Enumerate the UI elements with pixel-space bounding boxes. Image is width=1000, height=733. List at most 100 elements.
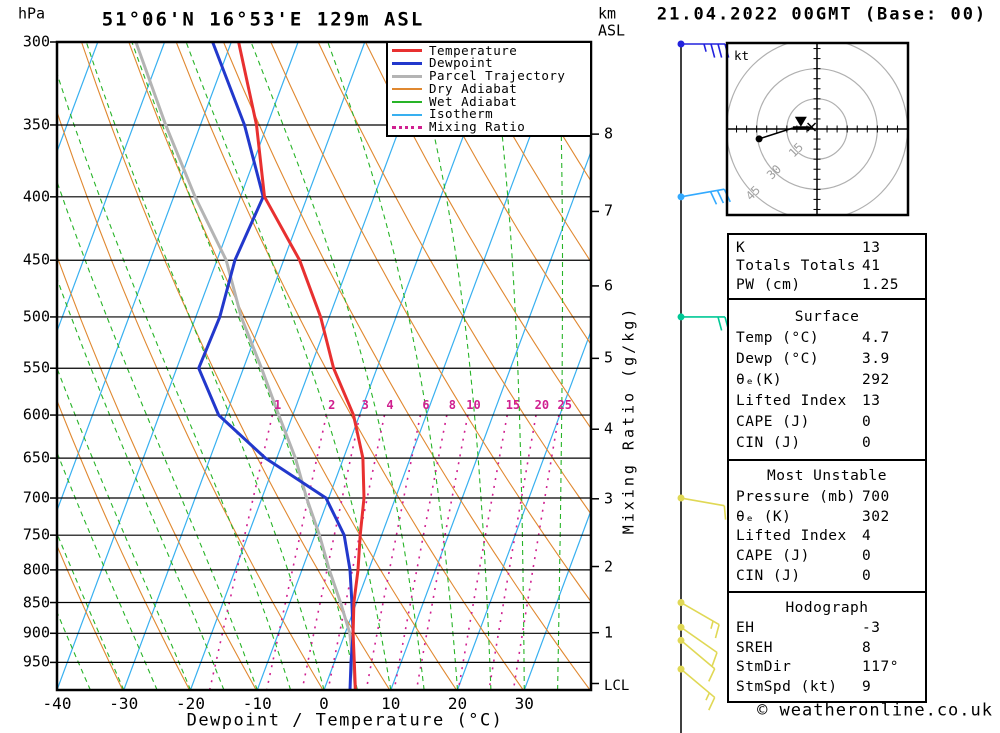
temp-tick-label: 0: [319, 694, 329, 713]
pressure-tick-label: 550: [22, 358, 50, 377]
legend-line-sample: [392, 49, 422, 53]
table-row-value: 302: [862, 508, 890, 525]
mixing-ratio-value-label: 25: [557, 398, 573, 412]
legend-line-sample: [392, 62, 422, 65]
pressure-tick-label: 950: [22, 652, 50, 671]
table-row: θₑ(K) 292: [736, 373, 925, 388]
table-row: Pressure (mb) 700: [736, 488, 925, 505]
table-row: Dewp (°C) 3.9: [736, 352, 925, 367]
km-tick-label: 2: [604, 557, 614, 576]
pressure-tick-label: 850: [22, 593, 50, 612]
table-row: CIN (J) 0: [736, 436, 925, 451]
table-row-value: 8: [862, 639, 872, 656]
table-row-label: StmDir: [736, 659, 792, 675]
table-section-title: Most Unstable: [767, 468, 887, 485]
table-row-label: CIN (J): [736, 435, 801, 451]
pressure-tick-label: 350: [22, 115, 50, 134]
table-row-label: K: [736, 239, 746, 256]
table-row-value: 9: [862, 678, 872, 695]
table-row-label: Lifted Index: [736, 393, 847, 409]
table-row-label: PW (cm): [736, 276, 801, 293]
table-row: Totals Totals 41: [736, 259, 925, 274]
table-row: StmDir 117°: [736, 660, 925, 675]
x-axis-title: Dewpoint / Temperature (°C): [186, 710, 504, 731]
table-row-label: Pressure (mb): [736, 488, 856, 505]
table-row-value: 0: [862, 414, 872, 430]
mixing-ratio-value-label: 1: [274, 398, 282, 412]
wind-barb: [677, 313, 730, 331]
legend-line-sample: [392, 125, 422, 129]
table-section-title: Hodograph: [785, 600, 869, 616]
km-tick-label: 8: [604, 124, 614, 143]
table-row-value: 0: [862, 548, 872, 565]
table-row-value: 0: [862, 435, 872, 451]
hodograph-unit-label: kt: [734, 47, 750, 63]
temperature-curve: [237, 42, 366, 690]
mixing-ratio-value-label: 15: [505, 398, 521, 412]
legend-item: Dewpoint: [392, 55, 586, 71]
mixing-ratio-value-label: 6: [422, 398, 430, 412]
stats-table: K 13 Totals Totals 41 PW (cm) 1.25: [727, 233, 927, 300]
table-row-value: 3.9: [862, 351, 890, 367]
temp-tick-label: -30: [109, 694, 139, 713]
lcl-label: LCL: [604, 678, 630, 694]
legend-line-sample: [392, 100, 422, 103]
legend-item-label: Parcel Trajectory: [429, 68, 566, 83]
table-row-label: θₑ (K): [736, 508, 792, 525]
wind-barb: [677, 636, 716, 682]
temp-tick-label: -40: [42, 694, 72, 713]
table-row: EH -3: [736, 621, 925, 636]
legend-item-label: Dewpoint: [429, 55, 494, 71]
km-tick-label: 7: [604, 201, 614, 220]
table-row-label: Lifted Index: [736, 528, 847, 545]
table-row-label: θₑ(K): [736, 372, 783, 388]
table-row-value: 13: [862, 239, 881, 256]
legend-box: Temperature Dewpoint Parcel Trajectory Dry …: [386, 41, 592, 137]
temp-tick-label: 10: [381, 694, 401, 713]
pressure-unit-label: hPa: [18, 4, 46, 23]
run-date-title: 21.04.2022 00GMT (Base: 00): [656, 4, 988, 25]
table-row: CAPE (J) 0: [736, 549, 925, 564]
table-row: CIN (J) 0: [736, 569, 925, 584]
stats-table: Most Unstable Pressure (mb) 700 θₑ (K) 302 Li…: [727, 459, 927, 593]
mixing-ratio-lines: [208, 414, 560, 690]
table-row-value: 4: [862, 528, 872, 545]
table-row-value: 292: [862, 372, 890, 388]
stats-table: Surface Temp (°C) 4.7 Dewp (°C) 3.9 θₑ(K) 292 L…: [727, 298, 927, 461]
km-tick-label: 6: [604, 276, 614, 295]
legend-item: Parcel Trajectory: [392, 68, 586, 83]
table-row-value: 13: [862, 393, 881, 409]
mixing-ratio-axis-title: Mixing Ratio (g/kg): [619, 305, 638, 535]
table-row: PW (cm) 1.25: [736, 276, 925, 293]
sounding-curves: [134, 42, 366, 690]
table-row-value: -3: [862, 620, 881, 636]
mixing-ratio-value-label: 3: [361, 398, 369, 412]
table-row-label: EH: [736, 620, 755, 636]
mixing-ratio-value-label: 8: [448, 398, 457, 412]
legend-item-label: Wet Adiabat: [429, 93, 518, 109]
pressure-tick-label: 750: [22, 525, 50, 544]
hodograph-ring-label: 30: [764, 161, 785, 182]
table-row: SREH 8: [736, 639, 925, 656]
plot-border: [55, 40, 593, 692]
mixing-ratio-value-label: 10: [466, 398, 481, 412]
temp-tick-label: -10: [242, 694, 272, 713]
table-row-label: Totals Totals: [736, 258, 856, 275]
table-row: K 13: [736, 241, 925, 256]
table-row: Temp (°C) 4.7: [736, 331, 925, 346]
mixing-ratio-value-label: 2: [328, 398, 336, 412]
legend-line-sample: [392, 113, 422, 116]
legend-item: Dry Adiabat: [392, 80, 586, 96]
km-tick-label: 5: [604, 348, 614, 367]
hodograph-border: [725, 41, 910, 217]
table-row-label: StmSpd (kt): [736, 678, 838, 695]
hodograph-ring-label: 15: [785, 140, 806, 161]
legend-item: Wet Adiabat: [392, 93, 586, 109]
table-row-label: CAPE (J): [736, 548, 810, 565]
mixing-ratio-value-label: 4: [386, 398, 394, 412]
pressure-tick-label: 650: [22, 448, 50, 467]
legend-item-label: Dry Adiabat: [429, 80, 518, 96]
mixing-ratio-value-label: 20: [534, 398, 550, 412]
legend-item-label: Temperature: [429, 42, 518, 58]
